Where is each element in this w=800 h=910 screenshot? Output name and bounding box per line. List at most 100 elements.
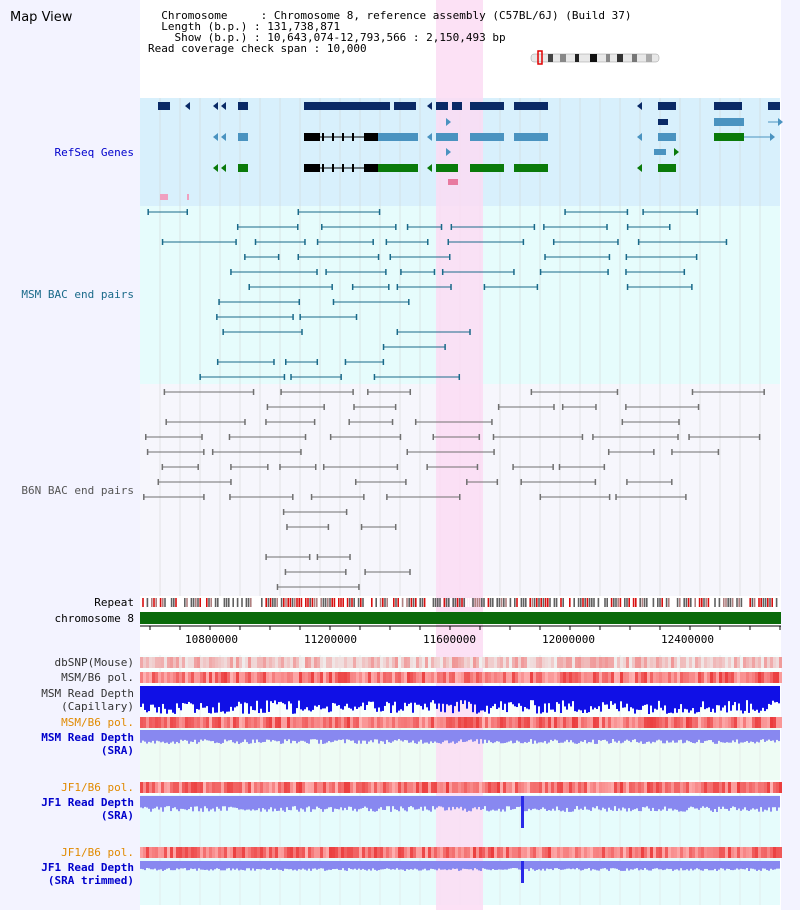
polymorphism-cell — [194, 657, 197, 668]
polymorphism-cell — [338, 782, 341, 793]
depth-bar — [452, 730, 454, 742]
track-label-msm-bac[interactable]: MSM BAC end pairs — [21, 288, 134, 301]
track-label-jf1-b6-pol[interactable]: JF1/B6 pol. — [61, 781, 134, 794]
depth-bar — [620, 730, 622, 744]
depth-bar — [548, 730, 550, 743]
polymorphism-cell — [323, 657, 326, 668]
track-label-msm-b6-pol-2[interactable]: MSM/B6 pol. — [61, 716, 134, 729]
polymorphism-cell — [686, 717, 689, 728]
polymorphism-cell — [272, 657, 275, 668]
polymorphism-cell — [212, 782, 215, 793]
chromosome-ideogram[interactable] — [530, 50, 660, 65]
polymorphism-cell — [581, 672, 584, 683]
polymorphism-cell — [143, 717, 146, 728]
repeat-element — [676, 598, 679, 607]
polymorphism-cell — [440, 717, 443, 728]
depth-bar — [322, 796, 324, 812]
polymorphism-cell — [731, 782, 734, 793]
depth-bar — [560, 730, 562, 743]
depth-bar — [594, 730, 596, 744]
axis-tick-label: 11600000 — [423, 633, 476, 646]
polymorphism-cell — [644, 847, 647, 858]
depth-bar — [270, 730, 272, 742]
exon — [514, 133, 548, 141]
polymorphism-cell — [626, 657, 629, 668]
depth-bar — [468, 796, 470, 811]
depth-bar — [708, 730, 710, 741]
track-label-msm-depth-cap[interactable]: MSM Read Depth (Capillary) — [41, 687, 134, 713]
polymorphism-cell — [596, 717, 599, 728]
depth-bar — [282, 796, 284, 811]
depth-bar — [276, 686, 278, 705]
depth-bar — [466, 730, 468, 742]
depth-bar — [296, 686, 298, 709]
polymorphism-cell — [479, 782, 482, 793]
depth-bar — [166, 686, 168, 714]
polymorphism-cell — [497, 782, 500, 793]
polymorphism-cell — [710, 782, 713, 793]
polymorphism-cell — [713, 717, 716, 728]
polymorphism-cell — [140, 782, 143, 793]
track-label-dbsnp[interactable]: dbSNP(Mouse) — [54, 656, 134, 669]
track-label-msm-b6-pol[interactable]: MSM/B6 pol. — [61, 671, 134, 684]
depth-bar — [566, 686, 568, 710]
polymorphism-cell — [269, 847, 272, 858]
depth-bar — [532, 796, 534, 809]
polymorphism-cell — [248, 717, 251, 728]
depth-bar — [196, 730, 198, 744]
depth-bar — [708, 686, 710, 708]
depth-bar — [550, 686, 552, 710]
depth-bar — [144, 796, 146, 807]
polymorphism-cell — [143, 672, 146, 683]
track-label-msm-depth-sra[interactable]: MSM Read Depth (SRA) — [41, 731, 134, 757]
repeat-element — [349, 598, 351, 607]
depth-bar — [532, 686, 534, 701]
polymorphism-cell — [215, 672, 218, 683]
polymorphism-cell — [344, 672, 347, 683]
repeat-element — [500, 598, 503, 607]
depth-bar — [548, 686, 550, 704]
depth-bar — [466, 686, 468, 709]
depth-bar — [748, 686, 750, 713]
depth-bar — [654, 730, 656, 743]
depth-bar — [614, 686, 616, 704]
repeat-element — [296, 598, 298, 607]
polymorphism-cell — [167, 672, 170, 683]
depth-bar — [528, 686, 530, 710]
track-label-jf1-b6-pol-2[interactable]: JF1/B6 pol. — [61, 846, 134, 859]
track-label-b6n-bac[interactable]: B6N BAC end pairs — [21, 484, 134, 497]
depth-bar — [592, 686, 594, 710]
depth-bar — [322, 686, 324, 709]
depth-bar — [446, 730, 448, 741]
polymorphism-cell — [746, 847, 749, 858]
depth-bar — [400, 796, 402, 807]
track-label-jf1-depth[interactable]: JF1 Read Depth (SRA) — [41, 796, 134, 822]
polymorphism-cell — [614, 657, 617, 668]
depth-bar — [378, 730, 380, 744]
polymorphism-cell — [668, 847, 671, 858]
polymorphism-cell — [428, 717, 431, 728]
depth-bar — [660, 686, 662, 708]
polymorphism-cell — [302, 717, 305, 728]
depth-bar — [494, 730, 496, 743]
depth-bar — [482, 730, 484, 744]
track-label-repeat[interactable]: Repeat — [94, 596, 134, 609]
depth-bar — [460, 796, 462, 807]
track-label-jf1-trimmed[interactable]: JF1 Read Depth (SRA trimmed) — [41, 861, 134, 887]
depth-bar — [608, 861, 610, 871]
depth-bar — [152, 861, 154, 870]
repeat-element — [274, 598, 276, 607]
track-label-refseq[interactable]: RefSeq Genes — [54, 146, 134, 159]
polymorphism-cell — [557, 782, 560, 793]
depth-bar — [382, 686, 384, 711]
polymorphism-cell — [281, 847, 284, 858]
polymorphism-cell — [401, 657, 404, 668]
depth-bar — [250, 730, 252, 744]
exon — [238, 133, 248, 141]
selection-highlight[interactable] — [436, 0, 483, 910]
exon — [364, 164, 378, 172]
repeat-element — [727, 598, 729, 607]
depth-bar — [396, 730, 398, 741]
depth-bar — [666, 686, 668, 714]
